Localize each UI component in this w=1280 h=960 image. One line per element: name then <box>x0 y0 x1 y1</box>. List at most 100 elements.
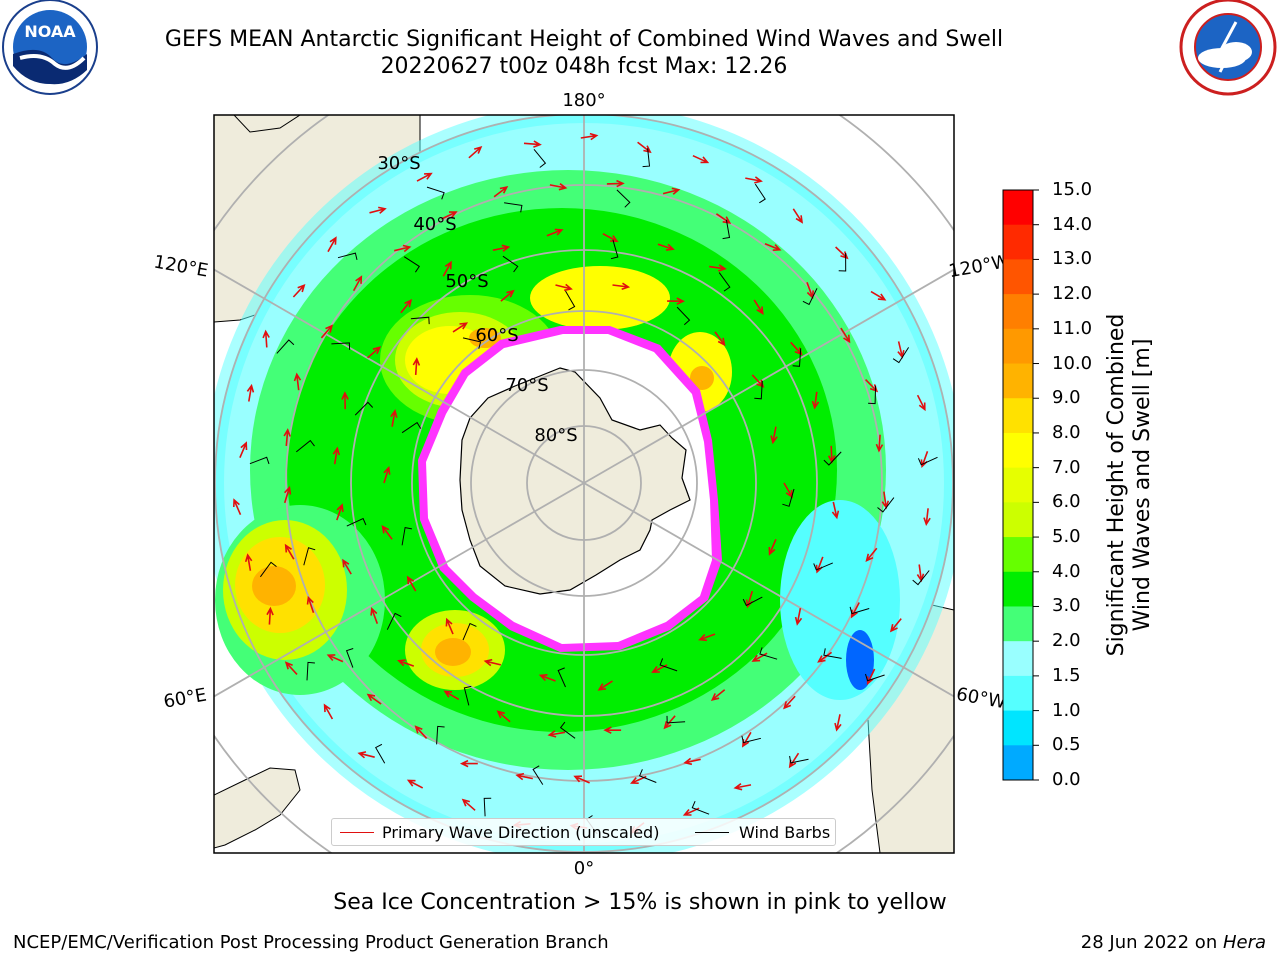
colorbar-segment <box>1003 502 1033 538</box>
wave-arrow <box>370 606 379 624</box>
wave-arrow <box>768 538 777 556</box>
wave-arrow <box>667 297 685 305</box>
wind-barb <box>346 517 367 527</box>
colorbar-segment <box>1003 537 1033 573</box>
colorbar-tick-label: 10.0 <box>1052 352 1093 374</box>
wave-arrow <box>811 391 820 410</box>
wave-arrow <box>500 289 515 302</box>
colorbar-segment <box>1003 432 1033 469</box>
wind-barb <box>823 648 842 659</box>
colorbar-segment <box>1003 224 1033 260</box>
wave-arrow <box>369 206 387 214</box>
wind-barb <box>386 612 402 630</box>
wave-arrows <box>233 132 938 835</box>
wave-arrow <box>698 633 716 642</box>
map-frame <box>213 114 955 854</box>
legend-barb-label: Wind Barbs <box>739 823 831 842</box>
wave-arrow <box>580 132 599 141</box>
colorbar-tick-label: 1.5 <box>1052 664 1081 686</box>
wind-barb <box>295 439 315 453</box>
wind-barb <box>559 721 576 739</box>
colorbar-segment <box>1003 571 1033 607</box>
wind-barb <box>782 488 795 507</box>
wind-barb <box>426 186 445 200</box>
wind-barb <box>616 189 631 208</box>
wave-arrow <box>573 775 590 784</box>
wind-barb <box>849 606 870 615</box>
nws-logo <box>1179 0 1277 96</box>
colorbar-segment <box>1003 745 1033 781</box>
wave-arrow <box>792 208 804 224</box>
wave-arrow <box>657 243 675 251</box>
wind-barb <box>401 421 422 434</box>
wave-arrow <box>493 185 509 198</box>
wave-arrow <box>244 553 253 571</box>
wave-arrow <box>383 465 391 484</box>
colorbar-segment <box>1003 328 1033 365</box>
wind-barb <box>759 647 778 660</box>
wind-barb <box>892 347 910 364</box>
wave-arrow <box>416 172 433 182</box>
wave-arrow <box>397 659 415 667</box>
wind-barb <box>666 715 686 724</box>
wind-barb <box>303 547 316 566</box>
wind-barb <box>337 252 358 261</box>
label-120w: 120°W <box>947 251 1011 282</box>
wave-arrow <box>875 434 884 453</box>
wave-arrow <box>306 595 315 613</box>
wave-arrow <box>662 187 681 195</box>
wind-barb <box>838 252 847 272</box>
wind-barb <box>691 801 710 815</box>
wave-arrow <box>326 654 344 663</box>
colorbar-tick-label: 1.0 <box>1052 699 1081 721</box>
wave-arrow <box>733 783 752 791</box>
wave-arrow <box>783 695 796 710</box>
wave-arrow <box>283 428 291 446</box>
wave-arrow <box>400 298 413 314</box>
wave-arrow <box>332 446 341 465</box>
label-180: 180° <box>562 90 605 111</box>
wave-arrow <box>442 260 452 277</box>
legend-wave-swatch <box>340 832 374 833</box>
wind-barb <box>462 622 477 641</box>
wave-arrow <box>834 714 842 732</box>
colorbar-frame <box>1002 189 1034 781</box>
wind-barb <box>865 673 885 682</box>
wave-arrow <box>492 244 511 252</box>
wave-arrow <box>794 608 803 626</box>
wind-barb <box>722 219 731 240</box>
wind-barb <box>642 148 651 168</box>
wave-arrow <box>602 232 619 243</box>
wave-arrow <box>461 798 476 811</box>
wave-arrow <box>459 759 478 768</box>
colorbar-segment <box>1003 259 1033 295</box>
wave-arrow <box>663 715 676 730</box>
colorbar-segment <box>1003 294 1033 330</box>
wave-arrow <box>515 772 533 781</box>
wave-arrow <box>352 275 363 292</box>
wave-arrow <box>341 391 349 410</box>
wave-arrow <box>406 779 424 789</box>
wave-arrow <box>547 730 566 738</box>
wave-arrow <box>468 145 483 159</box>
noaa-logo-text: NOAA <box>24 22 76 41</box>
wind-barb <box>463 685 472 706</box>
caption: Sea Ice Concentration > 15% is shown in … <box>333 890 947 915</box>
wind-barb <box>802 288 818 306</box>
chart-title: GEFS MEAN Antarctic Significant Height o… <box>164 27 1004 52</box>
wave-arrow <box>603 726 622 734</box>
wave-arrow <box>483 658 502 667</box>
wind-barb <box>912 570 930 586</box>
wind-barb <box>532 765 544 785</box>
wave-arrow <box>709 264 727 272</box>
colorbar-segment <box>1003 675 1033 712</box>
colorbar-segment <box>1003 363 1033 399</box>
wave-arrow <box>538 674 556 682</box>
wave-arrow <box>866 668 876 686</box>
wave-arrow <box>367 346 382 359</box>
land-antarctica <box>459 367 691 595</box>
colorbar-tick-label: 7.0 <box>1052 456 1081 478</box>
